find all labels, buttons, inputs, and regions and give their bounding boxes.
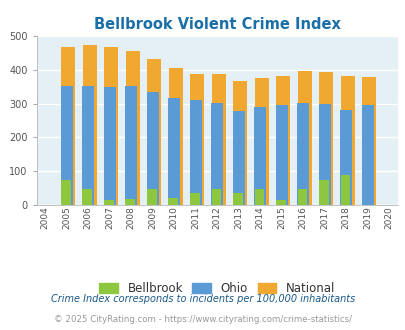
Bar [83, 45, 97, 205]
Bar [232, 193, 242, 205]
Bar [254, 189, 264, 205]
Bar [361, 105, 373, 205]
Bar [168, 68, 183, 205]
Bar [211, 74, 225, 205]
Bar [211, 189, 221, 205]
Bar [168, 198, 178, 205]
Bar [297, 189, 307, 205]
Bar [82, 86, 94, 205]
Bar [125, 86, 137, 205]
Bar [82, 189, 92, 205]
Bar [232, 111, 244, 205]
Bar [319, 72, 333, 205]
Bar [104, 87, 115, 205]
Bar [254, 78, 268, 205]
Bar [297, 71, 311, 205]
Bar [61, 86, 72, 205]
Bar [296, 103, 308, 205]
Bar [147, 189, 156, 205]
Bar [211, 103, 223, 205]
Bar [318, 104, 330, 205]
Bar [147, 59, 161, 205]
Bar [339, 110, 351, 205]
Bar [254, 107, 266, 205]
Bar [125, 199, 135, 205]
Text: © 2025 CityRating.com - https://www.cityrating.com/crime-statistics/: © 2025 CityRating.com - https://www.city… [54, 315, 351, 324]
Bar [190, 74, 204, 205]
Bar [340, 76, 354, 205]
Bar [276, 76, 290, 205]
Title: Bellbrook Violent Crime Index: Bellbrook Violent Crime Index [94, 17, 340, 32]
Bar [61, 180, 70, 205]
Bar [275, 200, 285, 205]
Bar [104, 200, 113, 205]
Bar [362, 77, 375, 205]
Legend: Bellbrook, Ohio, National: Bellbrook, Ohio, National [94, 277, 339, 300]
Bar [189, 100, 201, 205]
Bar [318, 180, 328, 205]
Text: Crime Index corresponds to incidents per 100,000 inhabitants: Crime Index corresponds to incidents per… [51, 294, 354, 304]
Bar [104, 48, 118, 205]
Bar [340, 175, 350, 205]
Bar [147, 92, 158, 205]
Bar [233, 81, 247, 205]
Bar [190, 193, 199, 205]
Bar [275, 105, 287, 205]
Bar [168, 98, 180, 205]
Bar [61, 47, 75, 205]
Bar [126, 51, 140, 205]
